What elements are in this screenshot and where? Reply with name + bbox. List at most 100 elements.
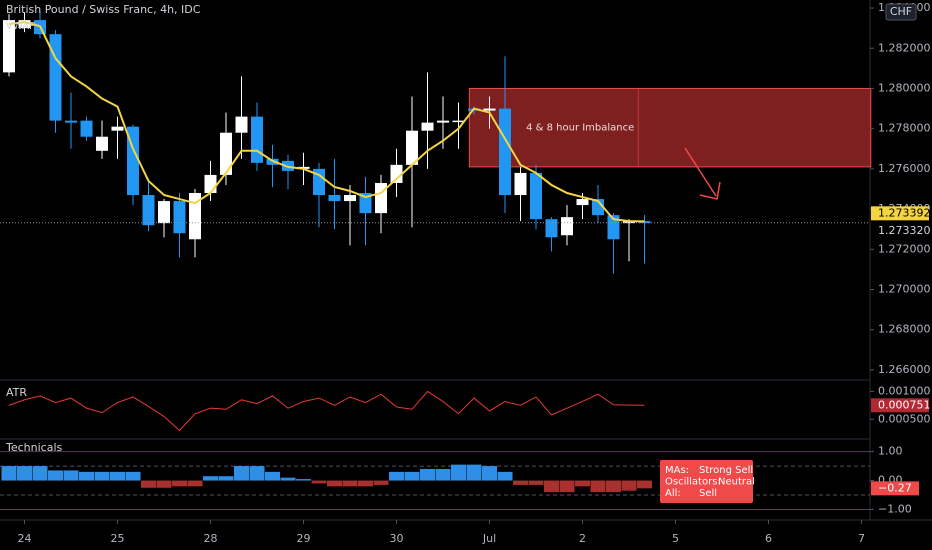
- candle-body: [623, 221, 635, 224]
- arrow-head: [699, 181, 721, 200]
- bar: [63, 470, 79, 481]
- x-tick-label: 28: [204, 532, 218, 545]
- candle-body: [251, 116, 263, 163]
- y-tick-label: 0.001000: [878, 384, 931, 397]
- atr-value-box: [871, 398, 929, 413]
- currency-label: CHF: [890, 5, 912, 18]
- candle-body: [204, 174, 217, 194]
- bar: [79, 471, 94, 481]
- arrow: [684, 147, 717, 197]
- bar: [141, 480, 156, 488]
- y-tick-label: 1.266000: [878, 363, 931, 376]
- candle-body: [638, 221, 651, 224]
- candle-body: [49, 34, 62, 121]
- candle-body: [111, 126, 124, 131]
- candle-body: [3, 20, 15, 73]
- pane-title: Technicals: [5, 441, 63, 454]
- current-box: [871, 481, 919, 496]
- x-tick-label: 24: [18, 532, 32, 545]
- summary-value: Strong Sell: [699, 465, 753, 476]
- indicator-label: VWAP: [6, 21, 35, 32]
- candle-body: [80, 120, 93, 137]
- candle-body: [452, 120, 465, 123]
- x-tick-label: 6: [765, 532, 772, 545]
- vwap-line: [8, 21, 645, 223]
- bar: [435, 468, 451, 481]
- bar: [389, 471, 404, 481]
- y-tick-label: 1.282000: [878, 41, 931, 54]
- bar: [156, 480, 172, 488]
- x-tick-label: 7: [858, 532, 865, 545]
- bar: [327, 480, 342, 487]
- bar: [513, 480, 528, 485]
- candle-body: [65, 120, 77, 123]
- summary-value: Sell: [699, 488, 717, 499]
- candle-body: [514, 172, 527, 196]
- candle-body: [313, 168, 325, 196]
- vwap-price-box: [871, 206, 929, 221]
- candle-body: [406, 130, 418, 165]
- candle-body: [158, 201, 170, 224]
- candle-body: [18, 20, 31, 29]
- candle-body: [545, 219, 558, 238]
- candle-body: [142, 195, 155, 226]
- summary-value: Neutral: [718, 477, 755, 488]
- candle-body: [127, 126, 139, 196]
- chart-title: British Pound / Swiss Franc, 4h, IDC: [6, 3, 201, 16]
- candle-body: [483, 108, 496, 111]
- bar: [280, 477, 296, 481]
- x-tick-label: Jul: [482, 532, 496, 545]
- bar: [482, 466, 497, 481]
- atr-value-label: 0.000751: [878, 398, 931, 411]
- candle-body: [437, 120, 449, 123]
- bar: [528, 480, 544, 485]
- current-label: −0.27: [878, 481, 912, 494]
- candle-body: [499, 108, 511, 196]
- bar: [590, 480, 606, 493]
- candle-body: [530, 172, 542, 220]
- y-tick-label: −1.00: [878, 502, 912, 515]
- candle-body: [576, 199, 589, 206]
- bar: [637, 480, 652, 489]
- x-tick-label: 30: [390, 532, 404, 545]
- pane-title: ATR: [6, 386, 27, 399]
- bar: [110, 471, 125, 481]
- bar: [544, 480, 559, 493]
- currency-badge[interactable]: [885, 3, 917, 21]
- bar: [342, 480, 358, 487]
- bar: [575, 480, 590, 487]
- bar: [1, 466, 17, 481]
- candle-body: [235, 116, 248, 133]
- vwap-price-label: 1.273392: [878, 206, 931, 219]
- bar: [311, 480, 327, 484]
- y-tick-label: 1.270000: [878, 283, 931, 296]
- y-tick-label: 1.276000: [878, 162, 931, 175]
- candle-body: [189, 193, 201, 240]
- bar: [358, 480, 373, 487]
- bar: [420, 468, 435, 481]
- last-price-label: 1.273320: [878, 224, 931, 237]
- x-tick-label: 5: [672, 532, 679, 545]
- x-tick-label: 2: [579, 532, 586, 545]
- bar: [125, 471, 141, 481]
- y-tick-label: 1.278000: [878, 122, 931, 135]
- last-price-box: [871, 223, 929, 238]
- y-tick-label: 0.000500: [878, 412, 931, 425]
- bar: [203, 476, 218, 481]
- bar: [172, 480, 187, 487]
- candle-body: [328, 195, 341, 202]
- candle-body: [344, 195, 356, 202]
- candle-body: [220, 132, 232, 175]
- bar: [451, 464, 466, 481]
- summary-key: Oscillators:: [665, 477, 721, 488]
- bar: [234, 466, 249, 481]
- y-tick-label: 1.268000: [878, 323, 931, 336]
- bar: [296, 479, 311, 481]
- bar: [466, 464, 482, 481]
- candle-body: [421, 122, 434, 131]
- summary-key: All:: [665, 488, 681, 499]
- x-tick-label: 29: [297, 532, 311, 545]
- bar: [32, 466, 48, 481]
- candle-body: [375, 182, 387, 214]
